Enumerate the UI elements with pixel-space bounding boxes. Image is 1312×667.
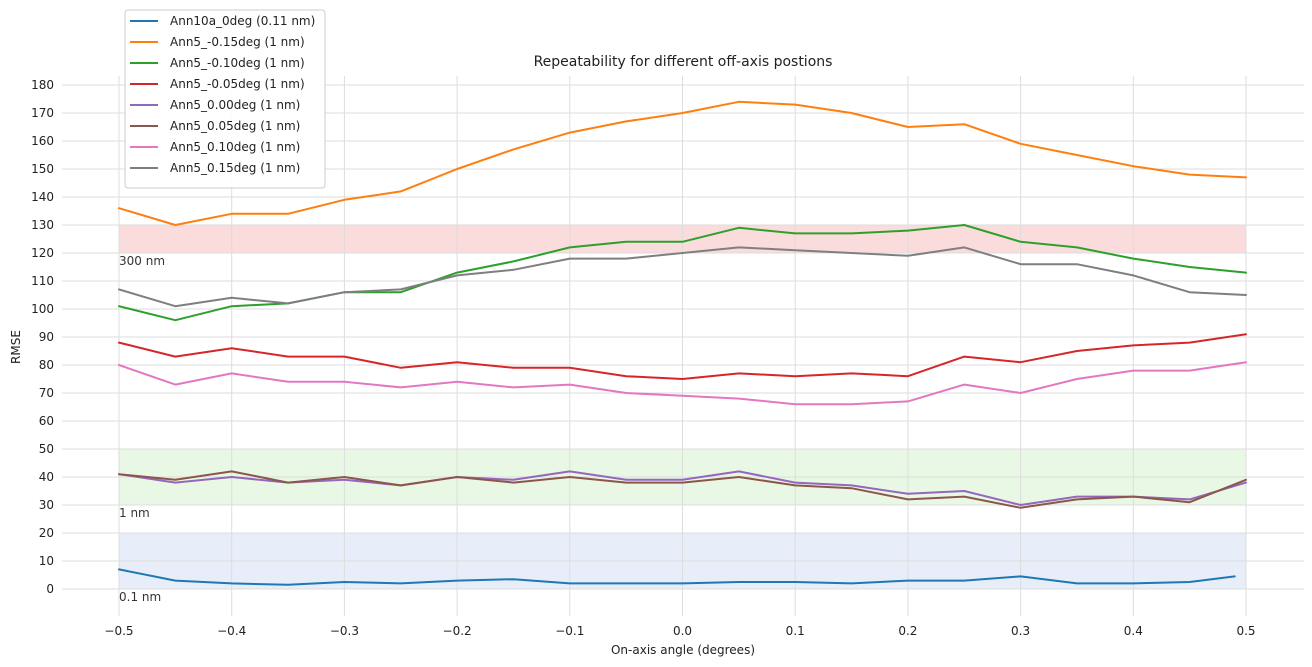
legend-label-6: Ann5_0.10deg (1 nm) — [170, 140, 300, 154]
x-tick-label: −0.3 — [330, 624, 359, 638]
y-tick-label: 0 — [46, 582, 54, 596]
y-tick-label: 180 — [31, 78, 54, 92]
series-line-1 — [118, 100, 1247, 226]
x-tick-label: 0.1 — [786, 624, 805, 638]
series-layer — [118, 100, 1247, 586]
band-label-2: 0.1 nm — [119, 590, 161, 604]
band-label-1: 1 nm — [119, 506, 150, 520]
y-tick-label: 20 — [39, 526, 54, 540]
series-line-0 — [118, 568, 1236, 586]
x-tick-label: −0.4 — [217, 624, 246, 638]
y-tick-label: 120 — [31, 246, 54, 260]
legend-label-2: Ann5_-0.10deg (1 nm) — [170, 56, 305, 70]
y-tick-label: 170 — [31, 106, 54, 120]
y-tick-label: 80 — [39, 358, 54, 372]
y-tick-label: 30 — [39, 498, 54, 512]
x-tick-label: 0.0 — [673, 624, 692, 638]
labels-layer: 300 nm 1 nm 0.1 nm 0 10 20 30 40 50 60 70 80 90 100 11… — [31, 78, 1255, 638]
x-tick-label: −0.1 — [555, 624, 584, 638]
legend-label-0: Ann10a_0deg (0.11 nm) — [170, 14, 315, 28]
series-line-6 — [118, 361, 1247, 406]
legend-box — [124, 9, 326, 189]
y-tick-label: 140 — [31, 190, 54, 204]
legend-label-7: Ann5_0.15deg (1 nm) — [170, 161, 300, 175]
legend-label-4: Ann5_0.00deg (1 nm) — [170, 98, 300, 112]
x-tick-label: 0.2 — [898, 624, 917, 638]
y-tick-label: 110 — [31, 274, 54, 288]
legend-label-1: Ann5_-0.15deg (1 nm) — [170, 35, 305, 49]
y-tick-label: 100 — [31, 302, 54, 316]
x-axis-title: On-axis angle (degrees) — [611, 643, 755, 657]
y-tick-label: 150 — [31, 162, 54, 176]
y-axis-title: RMSE — [9, 330, 23, 364]
x-tick-label: −0.5 — [104, 624, 133, 638]
series-line-3 — [118, 333, 1247, 380]
y-tick-label: 60 — [39, 414, 54, 428]
band-label-0: 300 nm — [119, 254, 165, 268]
series-line-5 — [118, 470, 1247, 509]
legend-label-5: Ann5_0.05deg (1 nm) — [170, 119, 300, 133]
x-tick-label: −0.2 — [443, 624, 472, 638]
x-tick-label: 0.4 — [1124, 624, 1143, 638]
y-tick-label: 130 — [31, 218, 54, 232]
x-tick-label: 0.5 — [1236, 624, 1255, 638]
legend: Ann10a_0deg (0.11 nm) Ann5_-0.15deg (1 nm… — [124, 9, 326, 189]
series-line-7 — [118, 246, 1247, 308]
y-tick-label: 160 — [31, 134, 54, 148]
chart-title: Repeatability for different off-axis pos… — [534, 54, 833, 70]
x-tick-label: 0.3 — [1011, 624, 1030, 638]
legend-label-3: Ann5_-0.05deg (1 nm) — [170, 77, 305, 91]
y-tick-label: 40 — [39, 470, 54, 484]
grid-layer — [62, 76, 1304, 616]
y-tick-label: 10 — [39, 554, 54, 568]
y-tick-label: 50 — [39, 442, 54, 456]
y-tick-label: 90 — [39, 330, 54, 344]
y-tick-label: 70 — [39, 386, 54, 400]
